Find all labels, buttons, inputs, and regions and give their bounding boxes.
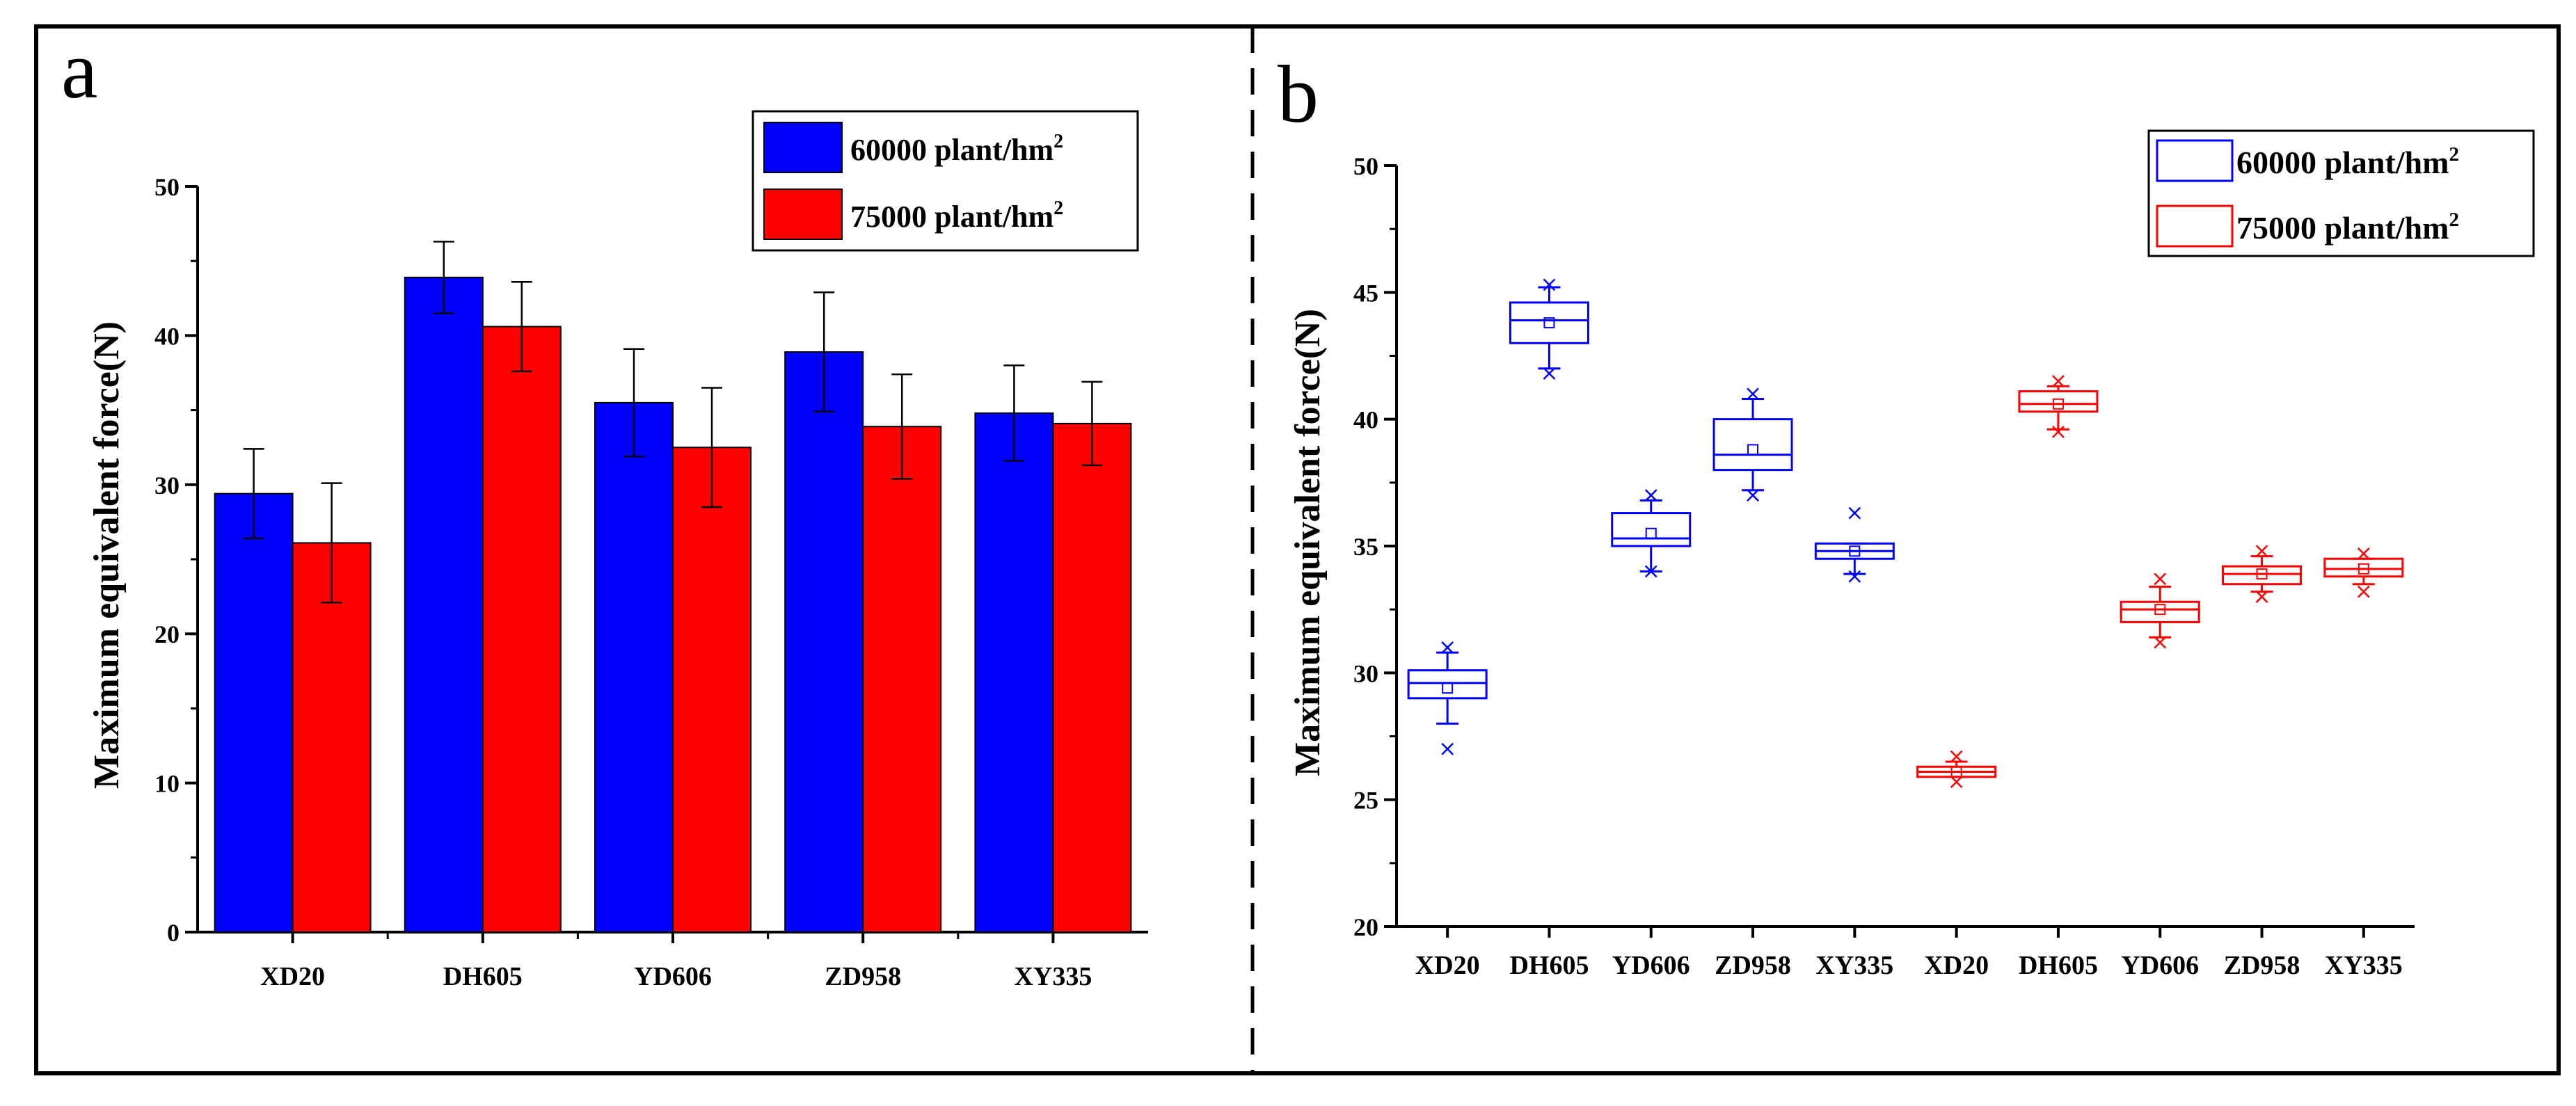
box-3-yd606-outlier-1: [1644, 565, 1657, 578]
box-2-dh605-outlier-2: [1543, 278, 1556, 291]
panel-a-plot: 0 10 20 30 40 50 XD20 DH605 YD606 ZD958 XY335: [154, 173, 1148, 991]
bar-xd20-60000-plant-hm: [214, 492, 294, 933]
box-4-zd958-mean: [1747, 444, 1759, 456]
box-6-xd20-outlier-1: [1950, 776, 1963, 789]
legend-a-label-60000: 60000 plant/hm2: [850, 131, 1063, 167]
box-6-xd20-mean: [1950, 766, 1962, 778]
box-9-zd958-box: [2222, 565, 2303, 586]
b-y-tick-label: 25: [1353, 787, 1378, 815]
a-x-tick-label: XY335: [1014, 962, 1092, 991]
a-x-tick-label: YD606: [634, 962, 712, 991]
box-10-xy335-mean: [2358, 563, 2369, 575]
bar-xy335-75000-plant-hm: [1052, 422, 1132, 933]
panel-b-label: b: [1278, 49, 1319, 140]
bar-xd20-75000-plant-hm: [292, 542, 372, 933]
a-x-tick-label: XD20: [260, 962, 325, 991]
box-3-yd606-outlier-2: [1644, 489, 1657, 502]
legend-a-swatch-75000: [763, 189, 843, 240]
a-y-tick-label: 50: [154, 173, 180, 201]
b-x-tick-label: YD606: [1612, 951, 1690, 980]
box-1-xd20-outlier-1: [1441, 742, 1454, 755]
panel-a: a Maximum equivalent force(N) 0 10 20 30 40 5…: [61, 24, 1148, 991]
box-5-xy335-mean: [1849, 545, 1861, 557]
box-1-xd20-mean: [1442, 682, 1454, 694]
bar-yd606-60000-plant-hm: [594, 401, 674, 933]
panel-b-legend: 60000 plant/hm2 75000 plant/hm2: [2147, 129, 2535, 257]
b-x-tick-label: ZD958: [1715, 951, 1791, 980]
box-7-dh605-mean: [2052, 398, 2064, 410]
b-x-tick-label: XY335: [1815, 951, 1893, 980]
b-x-tick-label: YD606: [2121, 951, 2199, 980]
panel-a-legend: 60000 plant/hm2 75000 plant/hm2: [752, 110, 1139, 252]
b-y-tick-label: 20: [1353, 913, 1378, 941]
box-3-yd606-box: [1611, 512, 1692, 547]
figure-border: [34, 24, 2561, 1075]
b-x-tick-label: XD20: [1924, 951, 1989, 980]
legend-b-swatch-60000: [2156, 139, 2234, 182]
b-y-tick-label: 50: [1353, 152, 1378, 180]
b-x-tick-label: DH605: [1509, 951, 1589, 980]
box-3-yd606-mean: [1645, 527, 1657, 539]
b-y-tick-label: 35: [1353, 533, 1378, 561]
box-8-yd606-box: [2120, 600, 2200, 623]
box-9-zd958-outlier-1: [2255, 591, 2268, 603]
b-x-tick-label: XY335: [2325, 951, 2403, 980]
box-9-zd958-outlier-2: [2255, 545, 2268, 558]
box-6-xd20-outlier-2: [1950, 750, 1963, 763]
b-x-tick-label: ZD958: [2224, 951, 2300, 980]
box-2-dh605-outlier-1: [1543, 367, 1556, 380]
a-y-tick-label: 30: [154, 472, 180, 499]
b-x-tick-label: DH605: [2019, 951, 2098, 980]
bar-zd958-75000-plant-hm: [862, 426, 942, 933]
box-10-xy335-outlier-2: [2357, 547, 2370, 560]
legend-b-label-60000: 60000 plant/hm2: [2236, 143, 2459, 180]
legend-b-label-75000: 75000 plant/hm2: [2236, 209, 2459, 246]
box-8-yd606-mean: [2154, 604, 2166, 616]
panel-b-plot: 20 25 30 35 40 45 50 XD20 DH605 YD606 ZD958 XY335 XD…: [1353, 152, 2415, 980]
box-5-xy335-outlier-1: [1848, 570, 1861, 583]
box-8-yd606-outlier-1: [2154, 636, 2167, 649]
box-1-xd20-outlier-2: [1441, 641, 1454, 654]
box-7-dh605-outlier-1: [2052, 426, 2065, 438]
a-x-tick-label: DH605: [443, 962, 523, 991]
bar-zd958-60000-plant-hm: [784, 351, 864, 933]
b-y-tick-label: 45: [1353, 279, 1378, 307]
a-x-tick-label: ZD958: [825, 962, 901, 991]
box-5-xy335-outlier-2: [1848, 506, 1861, 520]
b-y-tick-label: 40: [1353, 406, 1378, 434]
box-2-dh605-box: [1509, 301, 1589, 344]
box-10-xy335-box: [2323, 557, 2404, 578]
bar-dh605-60000-plant-hm: [404, 276, 484, 933]
bar-xy335-60000-plant-hm: [974, 412, 1054, 933]
panel-b: b Maximum equivalent force(N) 20 25 30 35 40…: [1278, 49, 2535, 980]
box-7-dh605-box: [2018, 390, 2099, 413]
box-1-xd20-box: [1407, 669, 1488, 700]
a-y-tick-label: 20: [154, 620, 180, 648]
a-y-tick-label: 10: [154, 770, 180, 798]
box-4-zd958-outlier-2: [1747, 387, 1759, 401]
b-y-tick-label: 30: [1353, 659, 1378, 687]
box-4-zd958-box: [1712, 418, 1793, 472]
legend-b-frame: [2147, 129, 2535, 257]
panel-a-ylabel: Maximum equivalent force(N): [87, 321, 127, 789]
legend-a-swatch-60000: [763, 122, 843, 173]
a-y-tick-label: 40: [154, 322, 180, 350]
box-7-dh605-outlier-2: [2052, 375, 2065, 387]
bar-yd606-75000-plant-hm: [672, 447, 752, 933]
box-9-zd958-mean: [2256, 568, 2268, 580]
box-10-xy335-outlier-1: [2357, 585, 2370, 598]
bar-dh605-75000-plant-hm: [482, 326, 562, 933]
legend-a-label-75000: 75000 plant/hm2: [850, 198, 1063, 234]
legend-b-swatch-75000: [2156, 205, 2234, 248]
b-x-tick-label: XD20: [1415, 951, 1480, 980]
box-4-zd958-outlier-1: [1747, 489, 1759, 502]
box-2-dh605-mean: [1543, 317, 1555, 329]
panel-a-label: a: [61, 24, 97, 115]
a-y-tick-label: 0: [167, 919, 180, 947]
panel-b-ylabel: Maximum equivalent force(N): [1288, 309, 1328, 776]
box-8-yd606-outlier-2: [2154, 572, 2167, 586]
